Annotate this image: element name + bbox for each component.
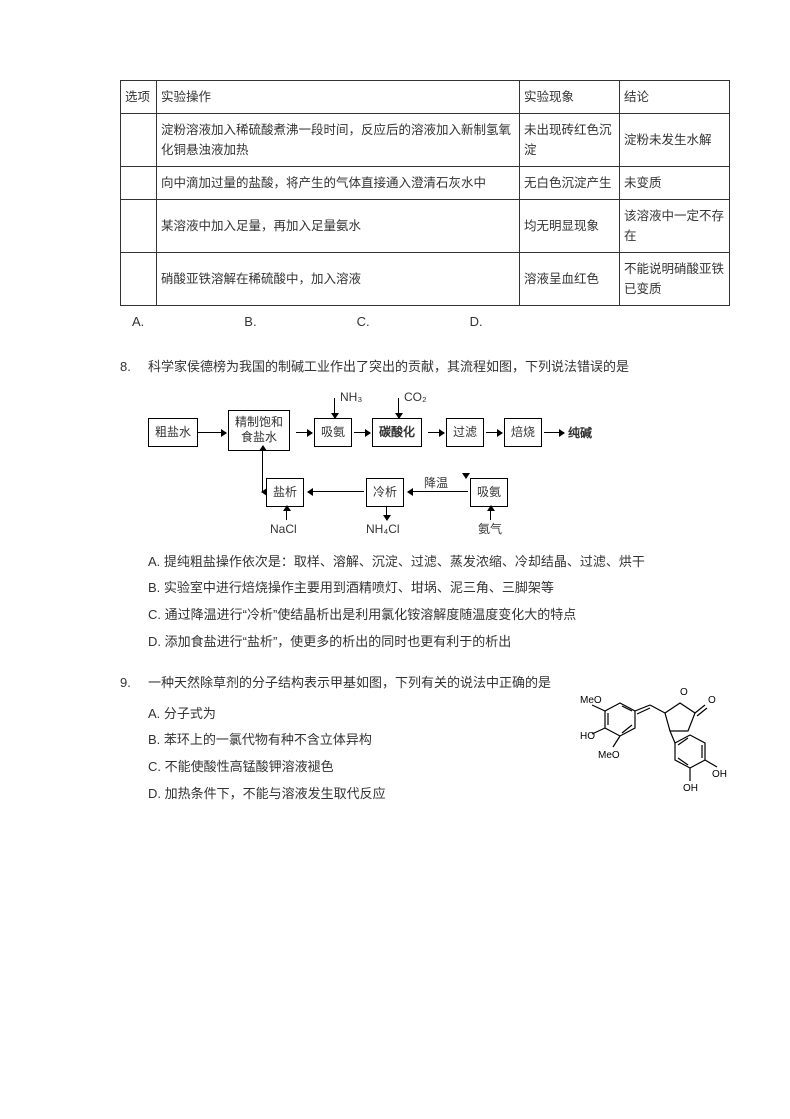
flow-box: 吸氨 (470, 478, 508, 507)
flow-label: 降温 (424, 474, 448, 493)
q9-stem: 一种天然除草剂的分子结构表示甲基如图，下列有关的说法中正确的是 (148, 673, 572, 694)
arrow-icon (334, 398, 335, 418)
arrow-icon (386, 506, 387, 520)
flow-label: CO₂ (404, 388, 427, 407)
question-9: 9. 一种天然除草剂的分子结构表示甲基如图，下列有关的说法中正确的是 A. 分子… (120, 673, 730, 811)
q8-choice-b: B. 实验室中进行焙烧操作主要用到酒精喷灯、坩埚、泥三角、三脚架等 (148, 578, 730, 599)
th-option: 选项 (121, 81, 157, 114)
flow-label: NH₃ (340, 388, 362, 407)
arrow-icon (398, 398, 399, 418)
opt-c: C. (357, 312, 370, 333)
q8-stem: 科学家侯德榜为我国的制碱工业作出了突出的贡献，其流程如图，下列说法错误的是 (148, 357, 730, 378)
arrow-icon (198, 432, 226, 433)
q9-choice-b: B. 苯环上的一氯代物有种不含立体异构 (148, 730, 572, 751)
flowchart: 粗盐水 精制饱和 食盐水 吸氨 碳酸化 过滤 焙烧 纯碱 NH₃ CO₂ 盐 (148, 388, 608, 538)
flow-box: 粗盐水 (148, 418, 198, 447)
experiment-table: 选项 实验操作 实验现象 结论 淀粉溶液加入稀硫酸煮沸一段时间，反应后的溶液加入… (120, 80, 730, 306)
arrow-icon (308, 491, 364, 492)
q9-choice-c: C. 不能使酸性高锰酸钾溶液褪色 (148, 757, 572, 778)
mol-label: HO (580, 731, 595, 742)
flow-label: NaCl (270, 520, 297, 539)
th-operation: 实验操作 (157, 81, 520, 114)
mol-label: MeO (580, 695, 602, 706)
q9-choice-a: A. 分子式为 (148, 704, 572, 725)
flow-label: 纯碱 (568, 424, 592, 443)
flow-box: 冷析 (366, 478, 404, 507)
mol-label: OH (683, 783, 698, 794)
mol-label: OH (712, 769, 727, 780)
arrow-icon (428, 432, 444, 433)
q8-choice-a: A. 提纯粗盐操作依次是：取样、溶解、沉淀、过滤、蒸发浓缩、冷却结晶、过滤、烘干 (148, 552, 730, 573)
mol-label: O (708, 695, 716, 706)
arrow-icon (486, 432, 502, 433)
q8-number: 8. (120, 357, 148, 659)
flow-label: NH₄Cl (366, 520, 400, 539)
arrow-icon (286, 506, 287, 520)
opt-a: A. (132, 312, 144, 333)
th-conclusion: 结论 (620, 81, 730, 114)
opt-b: B. (244, 312, 256, 333)
q8-choice-c: C. 通过降温进行“冷析”使结晶析出是利用氯化铵溶解度随温度变化大的特点 (148, 605, 730, 626)
arrow-icon (490, 506, 491, 520)
flow-box: 焙烧 (504, 418, 542, 447)
q9-number: 9. (120, 673, 148, 811)
abcd-row: A. B. C. D. (120, 312, 730, 333)
molecule-diagram: MeO HO MeO O O OH OH (580, 673, 730, 803)
flow-box: 盐析 (266, 478, 304, 507)
flow-label: 氨气 (478, 520, 502, 539)
flow-box: 碳酸化 (372, 418, 422, 447)
opt-d: D. (470, 312, 483, 333)
flow-box: 吸氨 (314, 418, 352, 447)
table-row: 硝酸亚铁溶解在稀硫酸中，加入溶液 溶液呈血红色 不能说明硝酸亚铁已变质 (121, 253, 730, 306)
question-8: 8. 科学家侯德榜为我国的制碱工业作出了突出的贡献，其流程如图，下列说法错误的是… (120, 357, 730, 659)
q9-choice-d: D. 加热条件下，不能与溶液发生取代反应 (148, 784, 572, 805)
table-row: 某溶液中加入足量，再加入足量氨水 均无明显现象 该溶液中一定不存在 (121, 200, 730, 253)
arrow-icon (262, 446, 263, 491)
table-row: 淀粉溶液加入稀硫酸煮沸一段时间，反应后的溶液加入新制氢氧化铜悬浊液加热 未出现砖… (121, 114, 730, 167)
mol-label: O (680, 687, 688, 698)
arrow-icon (354, 432, 370, 433)
arrow-icon (544, 432, 564, 433)
mol-label: MeO (598, 750, 620, 761)
flow-box: 过滤 (446, 418, 484, 447)
q8-choice-d: D. 添加食盐进行“盐析”，使更多的析出的同时也更有利于的析出 (148, 632, 730, 653)
arrow-icon (296, 432, 312, 433)
table-row: 向中滴加过量的盐酸，将产生的气体直接通入澄清石灰水中 无白色沉淀产生 未变质 (121, 167, 730, 200)
th-phenomenon: 实验现象 (520, 81, 620, 114)
